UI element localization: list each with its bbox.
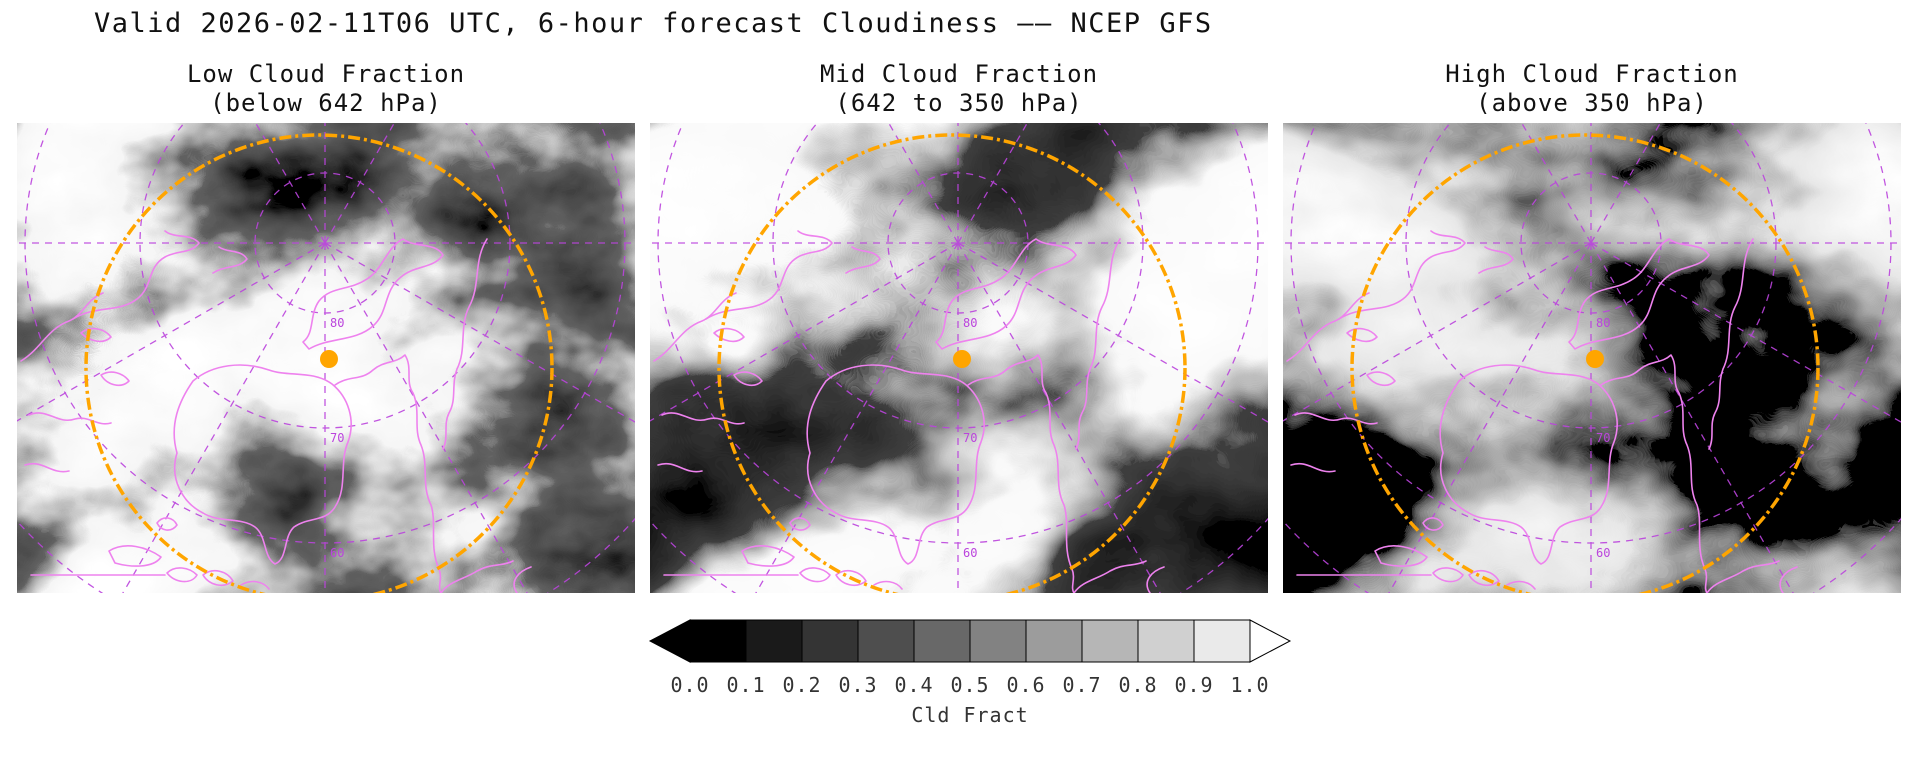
map-low	[17, 123, 635, 593]
colorbar: 0.0 0.1 0.2 0.3 0.4 0.5 0.6 0.7 0.8 0.9 …	[648, 618, 1292, 734]
colorbar-tick-label: 0.2	[782, 673, 821, 697]
map-mid	[650, 123, 1268, 593]
colorbar-segment	[1137, 619, 1195, 663]
colorbar-title: Cld Fract	[911, 703, 1028, 727]
panel-low: Low Cloud Fraction (below 642 hPa)	[17, 60, 635, 593]
colorbar-tick-label: 0.9	[1174, 673, 1213, 697]
colorbar-tick-label: 0.1	[726, 673, 765, 697]
panel-title-low: Low Cloud Fraction (below 642 hPa)	[17, 60, 635, 118]
colorbar-segment	[1025, 619, 1083, 663]
colorbar-tick-label: 0.6	[1006, 673, 1045, 697]
colorbar-segment	[913, 619, 971, 663]
colorbar-segment	[689, 619, 747, 663]
colorbar-segment	[1193, 619, 1251, 663]
colorbar-tick-label: 1.0	[1230, 673, 1269, 697]
colorbar-tick-label: 0.7	[1062, 673, 1101, 697]
map-high	[1283, 123, 1901, 593]
colorbar-tick-label: 0.4	[894, 673, 933, 697]
panel-title-line1: Mid Cloud Fraction	[819, 60, 1099, 88]
colorbar-tick-label: 0.3	[838, 673, 877, 697]
colorbar-segment	[857, 619, 915, 663]
colorbar-segment	[1081, 619, 1139, 663]
credits: R. Ueyama (NASA Ames) L. Lait (NASA Ames…	[1568, 684, 1890, 760]
panel-title-line2: (below 642 hPa)	[210, 89, 442, 117]
panel-mid: Mid Cloud Fraction (642 to 350 hPa)	[650, 60, 1268, 593]
colorbar-segment	[745, 619, 803, 663]
colorbar-svg: 0.0 0.1 0.2 0.3 0.4 0.5 0.6 0.7 0.8 0.9 …	[648, 619, 1292, 727]
colorbar-tick-label: 0.0	[670, 673, 709, 697]
colorbar-segment	[801, 619, 859, 663]
figure-title: Valid 2026-02-11T06 UTC, 6-hour forecast…	[94, 8, 1213, 39]
panel-title-line2: (642 to 350 hPa)	[835, 89, 1083, 117]
panel-title-high: High Cloud Fraction (above 350 hPa)	[1283, 60, 1901, 118]
panel-title-line1: High Cloud Fraction	[1445, 60, 1739, 88]
colorbar-segment	[969, 619, 1027, 663]
colorbar-right-arrow	[1249, 619, 1292, 663]
panel-title-line2: (above 350 hPa)	[1476, 89, 1708, 117]
colorbar-tick-label: 0.5	[950, 673, 989, 697]
panel-title-mid: Mid Cloud Fraction (642 to 350 hPa)	[650, 60, 1268, 118]
colorbar-tick-label: 0.8	[1118, 673, 1157, 697]
panel-title-line1: Low Cloud Fraction	[186, 60, 466, 88]
colorbar-left-arrow	[648, 619, 691, 663]
panel-high: High Cloud Fraction (above 350 hPa)	[1283, 60, 1901, 593]
